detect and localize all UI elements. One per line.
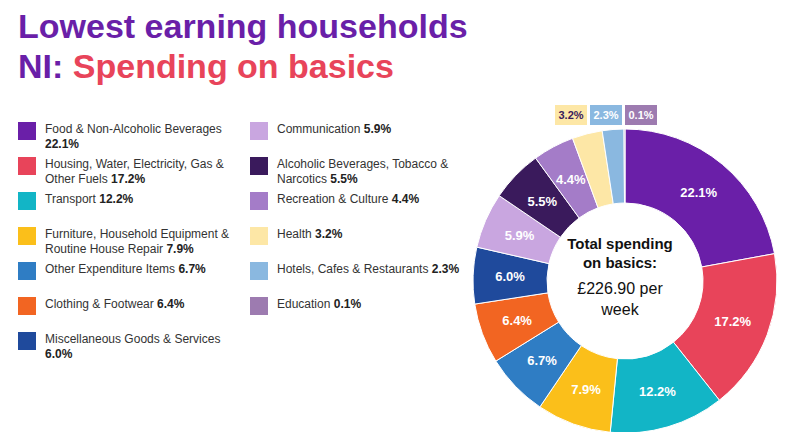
svg-text:6.4%: 6.4% bbox=[502, 313, 532, 328]
html-text:Other Expenditure Items 6.7%: Other Expenditure Items 6.7% bbox=[45, 262, 206, 276]
html-text:Alcoholic Beverages, Tobacco &: Alcoholic Beverages, Tobacco & Narcotics… bbox=[277, 157, 449, 186]
svg-text:7.9%: 7.9% bbox=[571, 382, 601, 397]
html-text:Hotels, Cafes & Restaurants 2.: Hotels, Cafes & Restaurants 2.3% bbox=[277, 262, 460, 276]
svg-text:6.7%: 6.7% bbox=[527, 353, 557, 368]
html-text:£226.90 per week: £226.90 per week bbox=[577, 280, 663, 318]
html-text:Miscellaneous Goods & Services: Miscellaneous Goods & Services bbox=[45, 332, 221, 346]
html-text:Clothing & Footwear 6.4%: Clothing & Footwear 6.4% bbox=[45, 297, 185, 311]
svg-text:17.2%: 17.2% bbox=[714, 314, 751, 329]
svg-text:5.5%: 5.5% bbox=[528, 194, 558, 209]
html-text:Recreation & Culture 4.4%: Recreation & Culture 4.4% bbox=[277, 192, 420, 206]
html-text:Transport 12.2%: Transport 12.2% bbox=[45, 192, 134, 206]
html-text:Housing, Water, Electricity, G: Housing, Water, Electricity, Gas & Other… bbox=[45, 157, 224, 186]
html-text:Health 3.2%: Health 3.2% bbox=[277, 227, 343, 241]
svg-text:22.1%: 22.1% bbox=[680, 185, 717, 200]
svg-text:4.4%: 4.4% bbox=[556, 172, 586, 187]
svg-text:0.1%: 0.1% bbox=[628, 109, 653, 121]
html-text:22.1%: 22.1% bbox=[45, 137, 79, 151]
html-text:Communication 5.9%: Communication 5.9% bbox=[277, 122, 392, 136]
html-text:NI: Spending on basics: NI: Spending on basics bbox=[18, 47, 394, 85]
svg-text:2.3%: 2.3% bbox=[593, 109, 618, 121]
html-text:6.0%: 6.0% bbox=[45, 347, 73, 361]
html-text:Food & Non-Alcoholic Beverages: Food & Non-Alcoholic Beverages bbox=[45, 122, 222, 136]
svg-text:12.2%: 12.2% bbox=[639, 384, 676, 399]
svg-text:5.9%: 5.9% bbox=[505, 228, 535, 243]
svg-text:6.0%: 6.0% bbox=[495, 269, 525, 284]
html-text:Education 0.1%: Education 0.1% bbox=[277, 297, 362, 311]
html-text:Total spending on basics:: Total spending on basics: bbox=[567, 235, 673, 271]
html-text:Furniture, Household Equipment: Furniture, Household Equipment & Routine… bbox=[45, 227, 230, 256]
html-text:Lowest earning households: Lowest earning households bbox=[18, 7, 468, 45]
svg-text:3.2%: 3.2% bbox=[558, 109, 583, 121]
